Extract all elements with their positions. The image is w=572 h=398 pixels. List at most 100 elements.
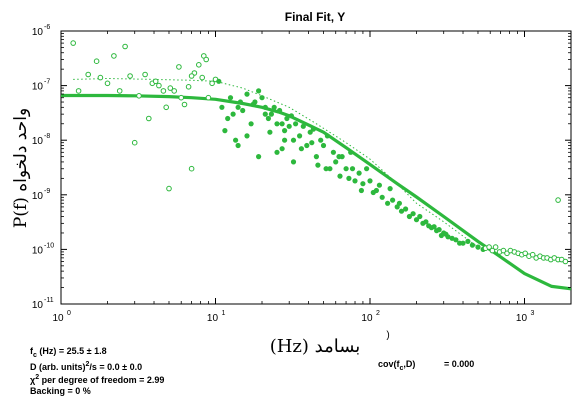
data-point-filled [423,219,429,225]
fit-line [61,93,572,291]
data-point-filled [320,142,327,149]
data-point-open [203,56,209,63]
fit-line-backing: Backing = 0 % [30,386,91,396]
data-point-filled [327,166,333,172]
data-point-open [156,82,162,89]
y-tick-label: 10 [32,191,44,202]
data-point-filled [330,149,336,155]
data-point-filled [309,140,315,146]
data-point-open [152,78,159,85]
data-point-filled [250,101,256,108]
y-axis-label: P(f) واحد دلخواه [11,108,31,228]
data-point-filled [313,154,319,160]
diffusion-sup: 2 [85,361,90,368]
data-point-filled [367,178,373,184]
y-tick-label: 10 [32,82,44,93]
data-point-filled [349,166,356,172]
x-tick-label: 10 [52,313,64,324]
data-point-filled [390,197,396,203]
dotted-guide-layer [73,77,479,248]
data-point-filled [297,133,303,139]
data-point-filled [290,137,297,143]
data-point-filled [431,224,437,230]
chart-title: Final Fit, Y [285,10,345,24]
data-point-open [171,88,177,94]
data-point-tail [500,247,507,254]
fit-line-layer [61,93,572,291]
backing-value: Backing = 0 % [30,386,91,396]
data-point-open [116,88,123,94]
data-point-filled [413,217,420,223]
filled-dot-layer [216,78,486,252]
data-point-open [167,85,174,91]
data-point-filled [271,104,277,110]
data-point-filled [339,154,345,160]
data-point-filled [385,200,391,206]
data-point-tail [562,258,569,265]
data-point-filled [262,104,268,110]
data-point-open [127,73,133,79]
cov-label: cov(f [378,359,400,369]
data-point-filled [318,137,324,143]
data-point-open [75,88,82,94]
data-point-filled [216,78,222,84]
data-point-filled [235,142,241,149]
data-point-filled [396,200,402,206]
data-point-open [188,73,195,79]
data-point-filled [343,166,349,172]
data-point-tail [522,250,529,257]
data-point-filled [436,227,442,233]
data-point-filled [358,187,364,194]
x-tick-label: 10 [361,313,373,324]
y-tick-label: 10 [32,300,44,311]
data-point-open [146,115,152,122]
data-point-filled [298,146,304,152]
data-point-filled [288,113,294,119]
data-point-filled [364,166,370,172]
data-point-open [104,80,111,87]
data-point-filled [268,111,274,117]
data-point-filled [235,104,241,110]
data-point-filled [219,104,225,110]
data-point-filled [279,146,285,152]
diffusion-value: /s = 0.0 ± 0.0 [89,362,143,372]
data-point-filled [324,133,330,139]
data-point-filled [222,128,228,134]
x-tick-exponent: 3 [530,310,534,317]
data-point-filled [398,208,405,214]
data-point-open [160,88,167,94]
data-point-filled [230,111,236,117]
cov-label-end: ,D) [403,359,416,369]
data-point-open [166,185,172,192]
data-point-filled [262,111,268,117]
data-point-filled [286,123,292,129]
data-point-filled [337,173,343,179]
data-point-filled [373,187,379,194]
data-point-filled [274,121,280,127]
data-point-filled [465,238,471,244]
data-point-filled [348,149,354,155]
data-point-filled [244,91,250,97]
data-point-filled [333,159,339,165]
data-point-tail [486,244,492,250]
fit-line-fc: fc (Hz) = 25.5 ± 1.8 [30,346,107,359]
data-point-filled [453,237,459,243]
x-tick-label: 10 [207,313,219,324]
data-point-open [70,40,76,46]
open-circle-layer [70,40,219,192]
data-point-filled [233,137,239,143]
data-point-filled [475,244,481,250]
data-point-filled [387,186,393,192]
data-point-filled [346,175,352,181]
data-point-filled [304,142,310,149]
y-tick-label: 10 [32,245,44,256]
data-point-open [131,139,138,146]
fit-line-diffusion: D (arb. units)2/s = 0.0 ± 0.0 [30,361,142,372]
tail-circle-layer [482,197,569,265]
data-point-tail [555,197,561,203]
data-point-open [176,64,182,70]
data-point-open [136,93,142,99]
data-point-filled [376,182,382,188]
data-point-filled [284,115,290,122]
data-point-open [142,71,148,78]
